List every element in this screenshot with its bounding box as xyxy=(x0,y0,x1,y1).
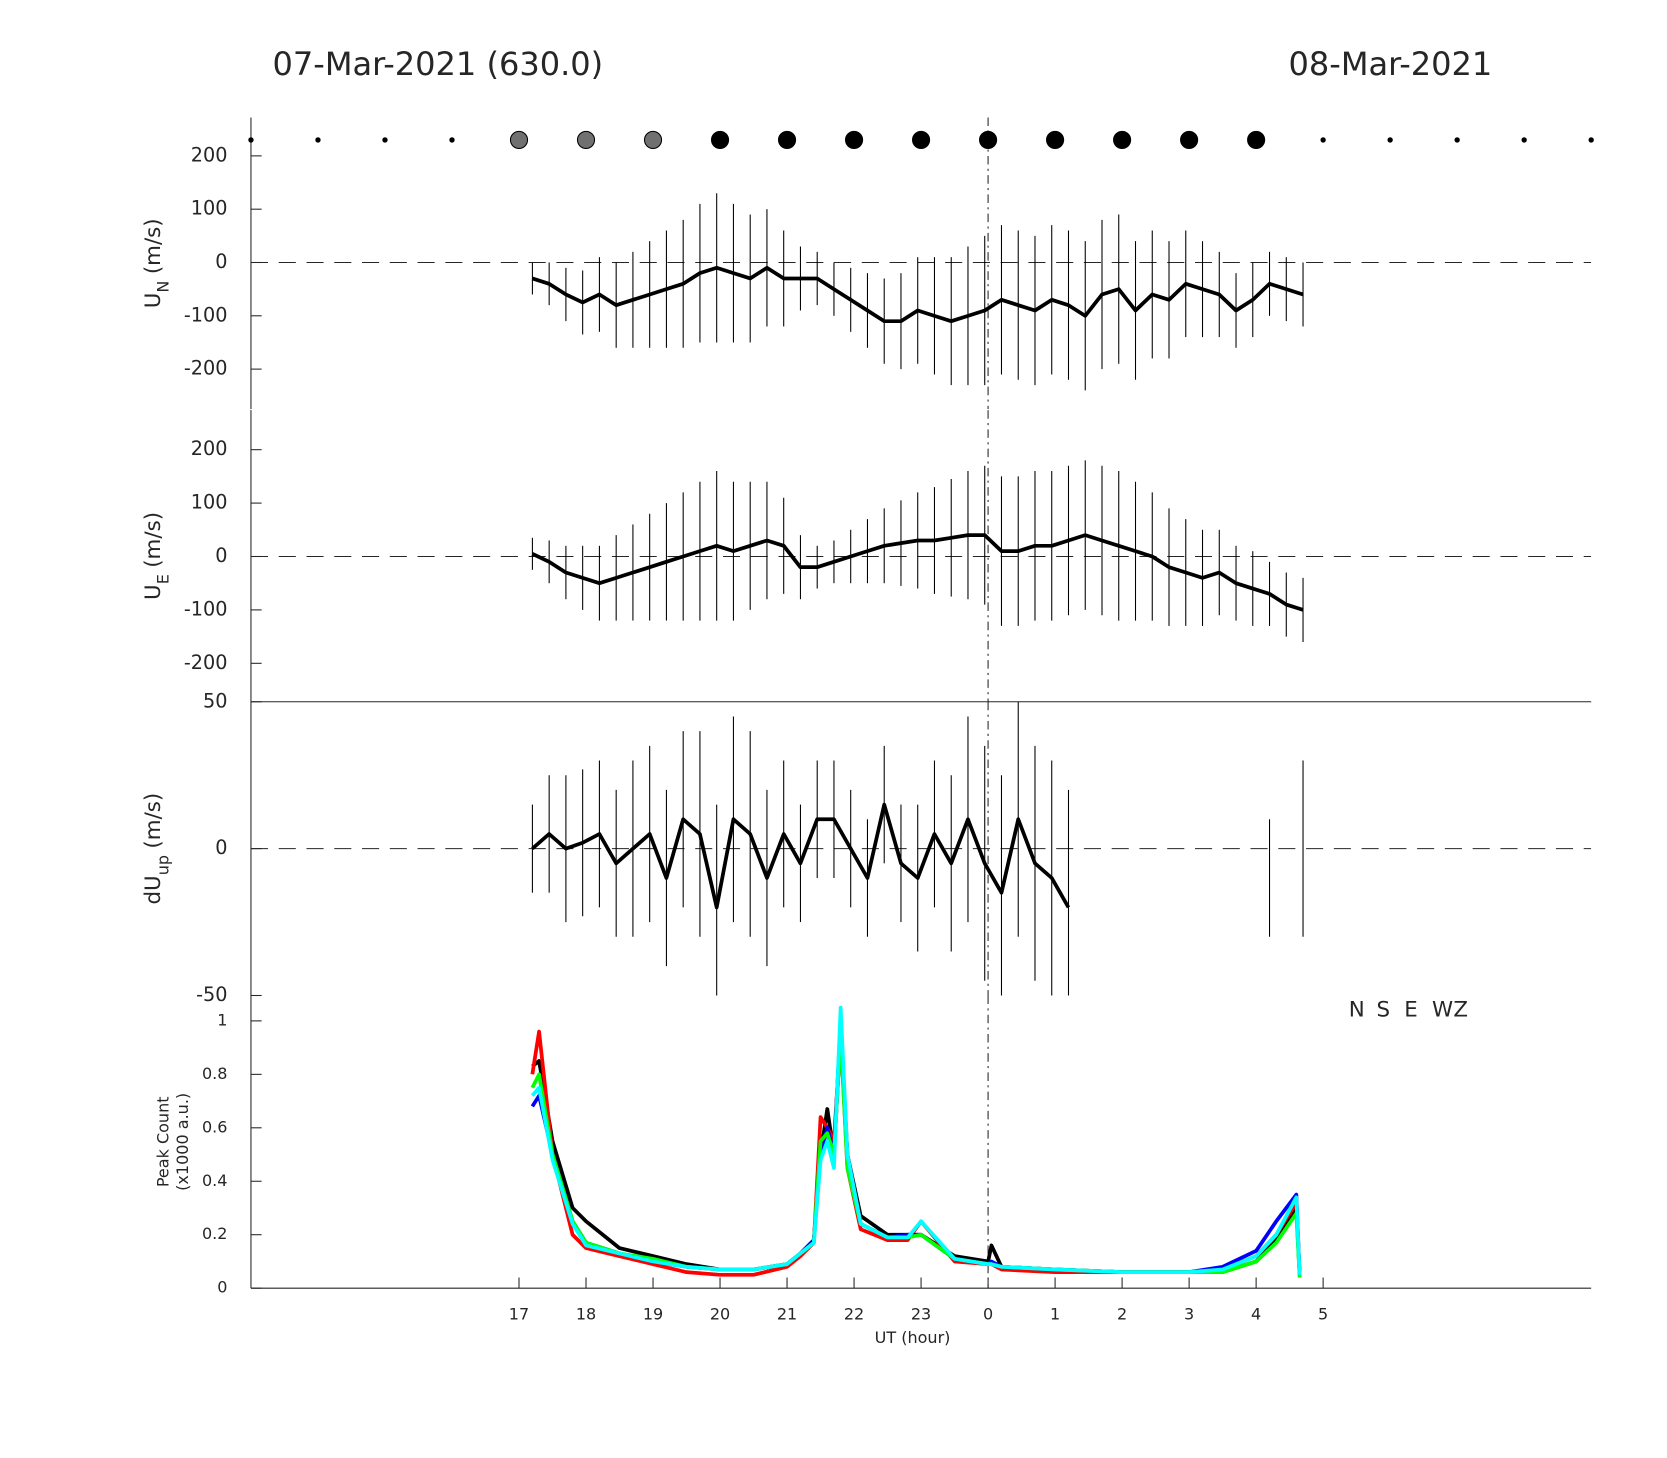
legend-entry: Z xyxy=(1453,997,1468,1022)
y-tick-label: 0.4 xyxy=(202,1171,227,1190)
title: 07-Mar-2021 (630.0) xyxy=(273,45,604,83)
y-label-unit: (m/s) xyxy=(141,218,166,274)
y-tick-label: 0 xyxy=(215,836,227,859)
line xyxy=(531,1032,1302,1275)
x-tick-label: 23 xyxy=(911,1304,931,1323)
y-label: Peak Count xyxy=(154,1096,173,1187)
sun-marker xyxy=(844,130,864,150)
title-right: 08-Mar-2021 xyxy=(1289,45,1493,83)
x-label: UT (hour) xyxy=(875,1328,951,1347)
y-label-main: U xyxy=(141,584,166,600)
y-tick-label: 50 xyxy=(203,689,227,712)
sun-marker xyxy=(1180,130,1199,150)
line xyxy=(531,533,1304,612)
y-tick-label: 100 xyxy=(191,491,228,514)
x-tick-label: 21 xyxy=(777,1304,797,1323)
sun-marker xyxy=(1521,137,1527,143)
sun-marker xyxy=(1320,137,1326,143)
y-label-sub: up xyxy=(154,855,173,875)
legend-entry: E xyxy=(1404,997,1417,1022)
y-label-unit: (m/s) xyxy=(141,793,166,849)
y-label-main: U xyxy=(141,293,166,309)
y-tick-label: 1 xyxy=(217,1010,227,1029)
y-tick-label: 0.6 xyxy=(202,1117,227,1136)
sun-marker xyxy=(1113,130,1132,150)
y-label-main: dU xyxy=(141,875,166,904)
y-tick-label: -200 xyxy=(184,357,228,380)
y-tick-label: 0.2 xyxy=(202,1224,227,1243)
y-tick-label: 200 xyxy=(191,437,228,460)
panel xyxy=(250,701,1592,996)
x-tick-label: 2 xyxy=(1117,1304,1127,1323)
sun-marker xyxy=(1247,130,1266,150)
y-label: dUup (m/s) xyxy=(141,793,173,905)
y-label: UN (m/s) xyxy=(141,218,173,308)
sun-marker xyxy=(248,137,254,143)
sun-marker xyxy=(1046,130,1065,150)
panel xyxy=(250,410,1592,702)
x-tick-label: 0 xyxy=(983,1304,993,1323)
legend-entry: S xyxy=(1377,997,1391,1022)
x-tick-label: 4 xyxy=(1251,1304,1261,1323)
sun-marker xyxy=(576,130,596,150)
sun-marker xyxy=(509,130,529,150)
y-label-unit: (m/s) xyxy=(141,512,166,568)
x-tick-label: 19 xyxy=(643,1304,663,1323)
y-tick-label: 200 xyxy=(191,143,228,166)
x-tick-label: 18 xyxy=(576,1304,596,1323)
line xyxy=(530,1032,1302,1278)
y-tick-label: 0 xyxy=(217,1278,227,1297)
sun-marker xyxy=(643,130,663,150)
y-tick-label: 0 xyxy=(215,544,227,567)
x-tick-label: 22 xyxy=(844,1304,864,1323)
sun-marker xyxy=(710,130,730,150)
sun-marker xyxy=(777,130,797,150)
y-label: UE (m/s) xyxy=(141,512,173,600)
y-label-sub: E xyxy=(154,574,173,584)
y-tick-label: -100 xyxy=(184,303,228,326)
y-tick-label: 100 xyxy=(191,197,228,220)
sun-marker xyxy=(382,137,388,143)
sun-marker xyxy=(979,130,998,150)
sun-marker xyxy=(911,130,931,150)
sun-marker xyxy=(315,137,321,143)
y-label: (x1000 a.u.) xyxy=(173,1093,192,1191)
y-tick-label: 0 xyxy=(215,250,227,273)
panel xyxy=(530,995,1302,1289)
x-tick-label: 17 xyxy=(509,1304,529,1323)
sun-marker xyxy=(449,137,455,143)
y-tick-label: 0.8 xyxy=(202,1064,227,1083)
sun-marker xyxy=(1588,137,1594,143)
y-label-sub: N xyxy=(154,281,173,293)
sun-marker xyxy=(1454,137,1460,143)
x-tick-label: 1 xyxy=(1050,1304,1060,1323)
legend-entry: W xyxy=(1432,997,1453,1022)
line xyxy=(530,1005,1302,1275)
y-tick-label: -50 xyxy=(196,983,227,1006)
sun-marker xyxy=(1387,137,1393,143)
legend-entry: N xyxy=(1349,997,1365,1022)
x-tick-label: 5 xyxy=(1318,1304,1328,1323)
line xyxy=(530,1029,1302,1277)
line xyxy=(531,265,1304,324)
y-tick-label: -100 xyxy=(184,597,228,620)
panel xyxy=(250,117,1592,410)
y-tick-label: -200 xyxy=(184,651,228,674)
x-tick-label: 20 xyxy=(710,1304,730,1323)
x-tick-label: 3 xyxy=(1184,1304,1194,1323)
